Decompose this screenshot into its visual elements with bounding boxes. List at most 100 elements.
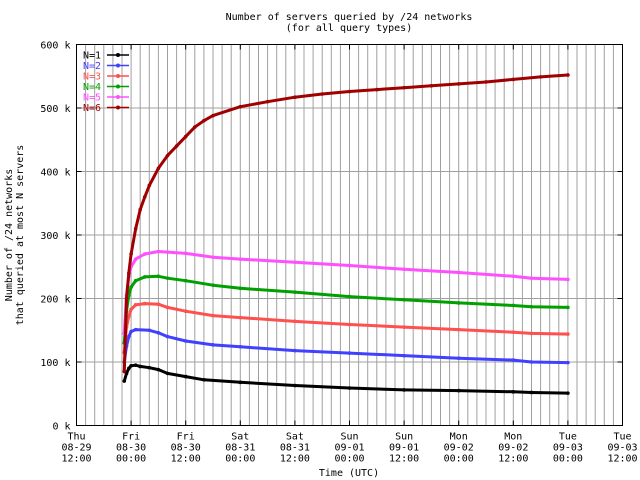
data-point	[129, 307, 133, 312]
y-tick-label: 500 k	[40, 104, 70, 115]
data-point	[402, 85, 406, 90]
data-point	[456, 301, 461, 305]
data-point	[127, 314, 131, 319]
data-point	[183, 134, 188, 139]
x-tick-label: 08-30	[116, 443, 146, 454]
series-n-1	[122, 363, 570, 395]
data-point	[156, 302, 161, 307]
x-tick-label: 00:00	[116, 454, 146, 465]
y-tick-label: 300 k	[40, 231, 70, 242]
legend-label: N=3	[83, 72, 101, 83]
legend: N=1N=2N=3N=4N=5N=6	[83, 51, 129, 114]
data-point	[347, 322, 352, 327]
data-point	[156, 367, 161, 372]
data-point	[193, 125, 197, 129]
series-line	[122, 73, 570, 373]
series-n-2	[122, 327, 570, 365]
chart-subtitle: (for all query types)	[286, 23, 412, 34]
x-tick-label: 12:00	[389, 454, 419, 465]
x-tick-label: 08-30	[171, 443, 201, 454]
x-tick-label: Sat	[231, 432, 249, 443]
data-point	[511, 330, 516, 334]
data-point	[122, 379, 127, 383]
x-tick-label: Tue	[613, 432, 631, 443]
legend-label: N=6	[83, 103, 101, 114]
data-point	[238, 315, 243, 320]
data-point	[456, 388, 461, 393]
data-point	[566, 305, 570, 310]
data-point	[133, 226, 138, 231]
legend-swatch-dot	[116, 53, 120, 57]
data-point	[142, 195, 147, 199]
data-point	[165, 305, 170, 310]
data-point	[456, 327, 461, 332]
legend-label: N=4	[83, 82, 101, 93]
data-point	[156, 330, 161, 335]
data-point	[429, 83, 434, 88]
data-point	[402, 325, 406, 329]
data-point	[165, 153, 170, 158]
data-point	[183, 251, 188, 256]
x-tick-label: Sun	[340, 432, 358, 443]
legend-label: N=1	[83, 51, 101, 62]
x-tick-label: 09-03	[553, 443, 583, 454]
data-point	[165, 276, 170, 280]
data-point	[156, 166, 161, 171]
data-point	[566, 332, 570, 336]
x-tick-label: Tue	[559, 432, 577, 443]
data-point	[238, 380, 243, 385]
x-tick-label: Thu	[67, 432, 85, 443]
data-point	[529, 360, 534, 364]
x-tick-label: Sat	[286, 432, 304, 443]
data-point	[156, 274, 161, 279]
data-point	[511, 390, 516, 394]
y-tick-label: 600 k	[40, 41, 70, 52]
y-axis-label-line-1: Number of /24 networks	[4, 169, 15, 301]
y-tick-label: 400 k	[40, 168, 70, 179]
data-point	[293, 348, 297, 353]
x-tick-label: 12:00	[498, 454, 528, 465]
data-point	[347, 263, 352, 268]
data-point	[293, 95, 297, 100]
x-tick-label: 00:00	[553, 454, 583, 465]
series-layer	[122, 73, 570, 395]
data-point	[133, 278, 138, 283]
data-point	[147, 365, 152, 370]
data-point	[174, 144, 179, 148]
data-point	[293, 290, 297, 294]
data-point	[238, 344, 243, 349]
data-point	[347, 294, 352, 299]
data-point	[238, 286, 243, 291]
data-point	[566, 391, 570, 395]
y-axis-label-line-2: that queried at most N servers	[15, 145, 26, 326]
x-tick-label: 00:00	[334, 454, 364, 465]
legend-label: N=2	[83, 61, 101, 72]
data-point	[133, 327, 138, 332]
data-point	[529, 331, 534, 336]
data-point	[211, 313, 215, 318]
x-tick-label: Mon	[504, 432, 522, 443]
data-point	[142, 252, 147, 256]
x-axis-label: Time (UTC)	[319, 468, 379, 479]
data-point	[211, 343, 215, 347]
data-point	[138, 207, 142, 212]
x-tick-label: 00:00	[444, 454, 474, 465]
x-tick-label: Fri	[122, 432, 140, 443]
axis-ticks: 0 k 100 k 200 k 300 k 400 k 500 k 600 k Thu08-2…	[40, 41, 637, 465]
data-point	[402, 353, 406, 358]
data-point	[202, 118, 206, 123]
x-tick-label: Fri	[177, 432, 195, 443]
data-point	[156, 249, 161, 254]
data-point	[511, 274, 516, 279]
data-point	[265, 99, 270, 104]
data-point	[320, 92, 325, 96]
data-point	[484, 80, 488, 84]
y-tick-label: 200 k	[40, 295, 70, 306]
data-point	[511, 303, 516, 308]
data-point	[124, 296, 129, 301]
x-tick-label: 12:00	[280, 454, 310, 465]
x-tick-label: 08-31	[225, 443, 255, 454]
data-point	[211, 255, 215, 260]
data-point	[511, 358, 516, 362]
